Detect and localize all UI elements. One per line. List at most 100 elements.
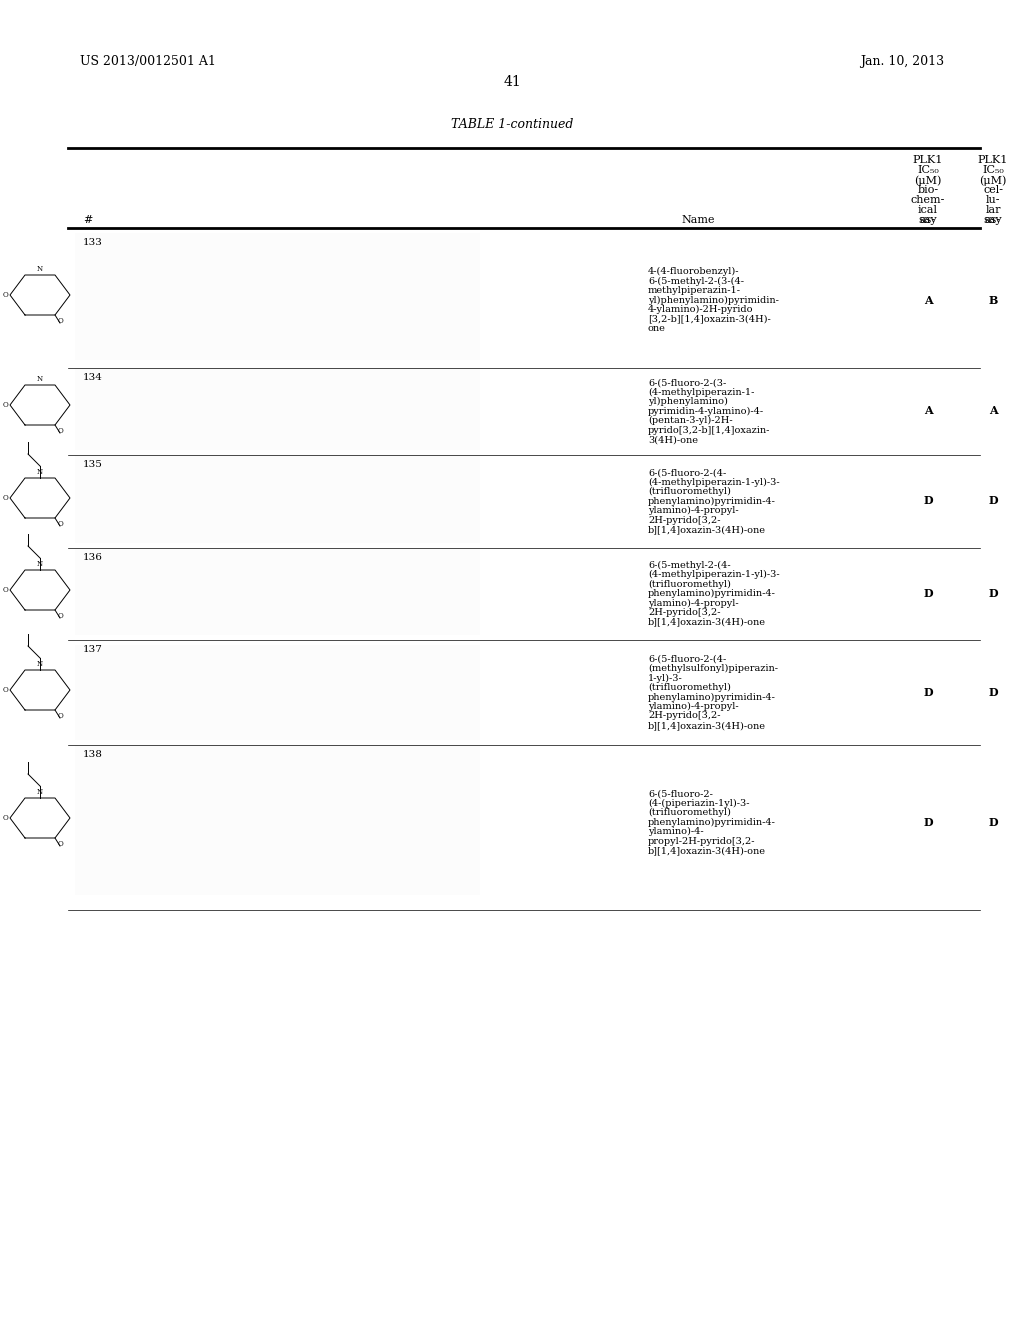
Text: O: O xyxy=(58,612,63,620)
Text: (trifluoromethyl): (trifluoromethyl) xyxy=(648,487,731,496)
Text: lu-: lu- xyxy=(986,195,1000,205)
Text: (pentan-3-yl)-2H-: (pentan-3-yl)-2H- xyxy=(648,416,732,425)
Text: N: N xyxy=(37,469,43,477)
Text: Jan. 10, 2013: Jan. 10, 2013 xyxy=(860,55,944,69)
Text: b][1,4]oxazin-3(4H)-one: b][1,4]oxazin-3(4H)-one xyxy=(648,846,766,855)
Text: 136: 136 xyxy=(83,553,102,562)
Text: propyl-2H-pyrido[3,2-: propyl-2H-pyrido[3,2- xyxy=(648,837,756,846)
Text: methylpiperazin-1-: methylpiperazin-1- xyxy=(648,286,741,296)
Text: 6-(5-methyl-2-(4-: 6-(5-methyl-2-(4- xyxy=(648,561,731,570)
Text: D: D xyxy=(988,587,997,599)
Text: O: O xyxy=(58,426,63,436)
Text: phenylamino)pyrimidin-4-: phenylamino)pyrimidin-4- xyxy=(648,818,776,826)
Text: [3,2-b][1,4]oxazin-3(4H)-: [3,2-b][1,4]oxazin-3(4H)- xyxy=(648,314,771,323)
FancyBboxPatch shape xyxy=(75,368,480,450)
Text: 6-(5-methyl-2-(3-(4-: 6-(5-methyl-2-(3-(4- xyxy=(648,277,744,286)
Text: 134: 134 xyxy=(83,374,102,381)
Text: 2H-pyrido[3,2-: 2H-pyrido[3,2- xyxy=(648,516,721,525)
Text: ylamino)-4-: ylamino)-4- xyxy=(648,828,703,837)
Text: (methylsulfonyl)piperazin-: (methylsulfonyl)piperazin- xyxy=(648,664,778,673)
Text: (μM): (μM) xyxy=(979,176,1007,186)
Text: 135: 135 xyxy=(83,459,102,469)
Text: phenylamino)pyrimidin-4-: phenylamino)pyrimidin-4- xyxy=(648,496,776,506)
Text: O: O xyxy=(2,401,8,409)
Text: b][1,4]oxazin-3(4H)-one: b][1,4]oxazin-3(4H)-one xyxy=(648,721,766,730)
Text: PLK1: PLK1 xyxy=(978,154,1009,165)
Text: Name: Name xyxy=(681,215,715,224)
Text: O: O xyxy=(2,290,8,300)
Text: (4-methylpiperazin-1-: (4-methylpiperazin-1- xyxy=(648,388,755,397)
Text: IC₅₀: IC₅₀ xyxy=(982,165,1004,176)
Text: as-: as- xyxy=(920,215,936,224)
Text: O: O xyxy=(2,814,8,822)
Text: ylamino)-4-propyl-: ylamino)-4-propyl- xyxy=(648,702,738,711)
Text: A: A xyxy=(924,294,932,305)
Text: (4-(piperiazin-1yl)-3-: (4-(piperiazin-1yl)-3- xyxy=(648,799,750,808)
Text: A: A xyxy=(989,405,997,417)
Text: O: O xyxy=(2,494,8,502)
Text: phenylamino)pyrimidin-4-: phenylamino)pyrimidin-4- xyxy=(648,589,776,598)
Text: ylamino)-4-propyl-: ylamino)-4-propyl- xyxy=(648,507,738,515)
Text: IC₅₀: IC₅₀ xyxy=(918,165,939,176)
Text: yl)phenylamino)pyrimidin-: yl)phenylamino)pyrimidin- xyxy=(648,296,779,305)
Text: lar: lar xyxy=(985,205,1000,215)
Text: (trifluoromethyl): (trifluoromethyl) xyxy=(648,682,731,692)
Text: N: N xyxy=(37,375,43,383)
FancyBboxPatch shape xyxy=(75,645,480,741)
Text: 41: 41 xyxy=(503,75,521,88)
Text: D: D xyxy=(988,495,997,507)
Text: pyrimidin-4-ylamino)-4-: pyrimidin-4-ylamino)-4- xyxy=(648,407,764,416)
Text: N: N xyxy=(37,660,43,668)
Text: chem-: chem- xyxy=(910,195,945,205)
Text: D: D xyxy=(988,817,997,828)
Text: say: say xyxy=(919,215,937,224)
Text: 2H-pyrido[3,2-: 2H-pyrido[3,2- xyxy=(648,609,721,618)
Text: D: D xyxy=(988,686,997,697)
Text: ical: ical xyxy=(918,205,938,215)
Text: A: A xyxy=(924,405,932,417)
Text: O: O xyxy=(58,840,63,847)
Text: N: N xyxy=(37,788,43,796)
Text: (4-methylpiperazin-1-yl)-3-: (4-methylpiperazin-1-yl)-3- xyxy=(648,570,779,579)
Text: D: D xyxy=(924,495,933,507)
Text: (4-methylpiperazin-1-yl)-3-: (4-methylpiperazin-1-yl)-3- xyxy=(648,478,779,487)
FancyBboxPatch shape xyxy=(75,234,480,360)
Text: yl)phenylamino): yl)phenylamino) xyxy=(648,397,728,407)
Text: 2H-pyrido[3,2-: 2H-pyrido[3,2- xyxy=(648,711,721,721)
Text: TABLE 1-continued: TABLE 1-continued xyxy=(451,117,573,131)
Text: 133: 133 xyxy=(83,238,102,247)
Text: say: say xyxy=(984,215,1002,224)
Text: D: D xyxy=(924,817,933,828)
FancyBboxPatch shape xyxy=(75,455,480,543)
Text: b][1,4]oxazin-3(4H)-one: b][1,4]oxazin-3(4H)-one xyxy=(648,618,766,627)
Text: as-: as- xyxy=(985,215,1001,224)
Text: O: O xyxy=(2,586,8,594)
Text: cel-: cel- xyxy=(983,185,1002,195)
Text: (trifluoromethyl): (trifluoromethyl) xyxy=(648,808,731,817)
Text: ylamino)-4-propyl-: ylamino)-4-propyl- xyxy=(648,599,738,609)
Text: pyrido[3,2-b][1,4]oxazin-: pyrido[3,2-b][1,4]oxazin- xyxy=(648,426,770,434)
Text: 6-(5-fluoro-2-(4-: 6-(5-fluoro-2-(4- xyxy=(648,655,726,664)
Text: N: N xyxy=(37,560,43,568)
Text: 4-(4-fluorobenzyl)-: 4-(4-fluorobenzyl)- xyxy=(648,267,739,276)
Text: O: O xyxy=(58,711,63,719)
Text: US 2013/0012501 A1: US 2013/0012501 A1 xyxy=(80,55,216,69)
Text: 3(4H)-one: 3(4H)-one xyxy=(648,436,698,445)
Text: bio-: bio- xyxy=(918,185,939,195)
Text: PLK1: PLK1 xyxy=(912,154,943,165)
Text: (μM): (μM) xyxy=(914,176,942,186)
Text: (trifluoromethyl): (trifluoromethyl) xyxy=(648,579,731,589)
Text: 6-(5-fluoro-2-(3-: 6-(5-fluoro-2-(3- xyxy=(648,379,726,387)
Text: N: N xyxy=(37,265,43,273)
Text: O: O xyxy=(2,686,8,694)
FancyBboxPatch shape xyxy=(75,548,480,635)
Text: O: O xyxy=(58,520,63,528)
Text: 6-(5-fluoro-2-(4-: 6-(5-fluoro-2-(4- xyxy=(648,469,726,478)
Text: #: # xyxy=(83,215,92,224)
Text: 6-(5-fluoro-2-: 6-(5-fluoro-2- xyxy=(648,789,713,799)
Text: D: D xyxy=(924,587,933,599)
Text: phenylamino)pyrimidin-4-: phenylamino)pyrimidin-4- xyxy=(648,693,776,702)
Text: B: B xyxy=(988,294,997,305)
Text: 138: 138 xyxy=(83,750,102,759)
Text: 137: 137 xyxy=(83,645,102,653)
